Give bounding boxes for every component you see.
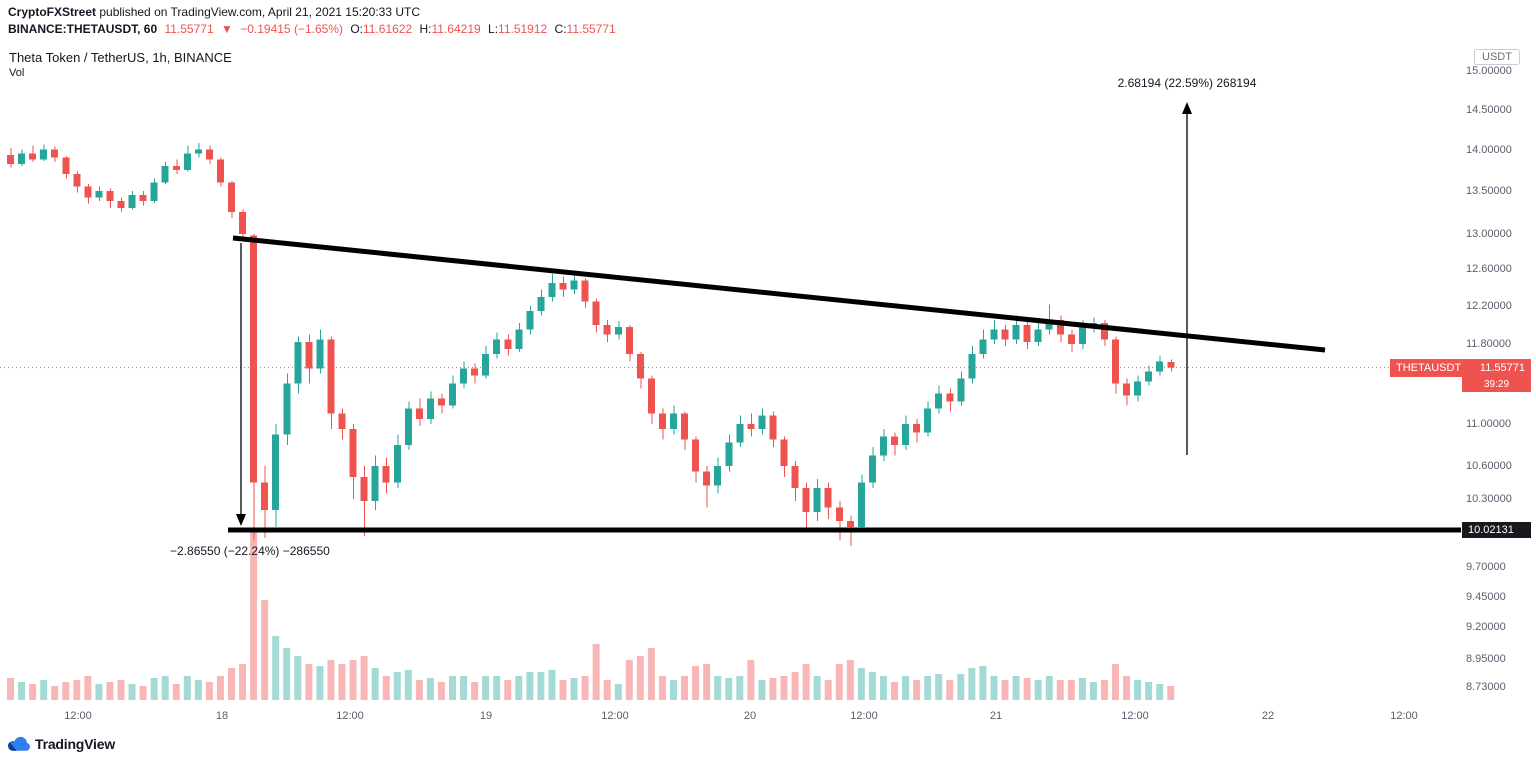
publisher-name: CryptoFXStreet	[8, 5, 97, 19]
time-tick: 21	[989, 710, 1003, 722]
symbol-interval: BINANCE:THETAUSDT, 60	[8, 22, 158, 36]
price-tick: 10.60000	[1466, 460, 1512, 473]
tradingview-wordmark: TradingView	[35, 736, 116, 752]
time-tick: 19	[479, 710, 493, 722]
attribution-text: published on TradingView.com, April 21, …	[99, 5, 421, 19]
attribution-bar: CryptoFXStreet published on TradingView.…	[8, 5, 420, 19]
volume-indicator-label[interactable]: Vol	[9, 67, 25, 79]
price-tick: 15.00000	[1466, 65, 1512, 77]
up-measure-label: 2.68194 (22.59%) 268194	[1117, 76, 1257, 90]
price-tick: 14.00000	[1466, 143, 1512, 156]
down-measure-label: −2.86550 (−22.24%) −286550	[170, 544, 330, 558]
price-change: −0.19415 (−1.65%)	[240, 22, 343, 36]
time-tick: 12:00	[1121, 710, 1149, 722]
time-tick: 20	[743, 710, 757, 722]
price-tick: 8.95000	[1466, 652, 1506, 665]
time-tick: 12:00	[1390, 710, 1418, 722]
open-value: 11.61622	[362, 22, 413, 36]
price-tick: 10.30000	[1466, 492, 1512, 505]
measure-down-arrowhead	[236, 514, 246, 526]
symbol-info-bar: BINANCE:THETAUSDT, 60 11.55771 ▼ −0.1941…	[8, 22, 620, 36]
price-tick: 9.45000	[1466, 590, 1506, 603]
price-tick: 14.50000	[1466, 103, 1512, 116]
bar-countdown: 39:29	[1462, 376, 1531, 392]
open-label: O:	[350, 22, 363, 36]
price-tick: 11.80000	[1466, 338, 1512, 351]
tradingview-cloud-icon	[8, 736, 30, 751]
close-label: C:	[554, 22, 567, 36]
last-price-tag: THETAUSDT 11.55771	[1390, 358, 1531, 377]
high-label: H:	[419, 22, 432, 36]
time-tick: 22	[1261, 710, 1275, 722]
price-tick: 11.00000	[1466, 417, 1512, 430]
descending-trendline[interactable]	[232, 235, 1326, 353]
price-tick: 8.73000	[1466, 680, 1506, 693]
price-tick: 9.70000	[1466, 561, 1506, 574]
price-tick: 9.20000	[1466, 621, 1506, 634]
low-label: L:	[488, 22, 499, 36]
support-price-tag: 10.02131	[1462, 522, 1531, 538]
price-tag-symbol: THETAUSDT	[1396, 361, 1462, 374]
tradingview-logo[interactable]: TradingView	[7, 736, 115, 752]
price-tick: 12.20000	[1466, 300, 1512, 313]
price-tick: 12.60000	[1466, 263, 1512, 276]
price-tick: 13.00000	[1466, 227, 1512, 240]
time-tick: 12:00	[64, 710, 92, 722]
last-price-value: 11.55771	[164, 22, 214, 36]
candles	[7, 143, 1175, 547]
high-value: 11.64219	[431, 22, 481, 36]
time-tick: 12:00	[850, 710, 878, 722]
price-tick: 13.50000	[1466, 184, 1512, 197]
time-tick: 18	[215, 710, 229, 722]
price-tag-value: 11.55771	[1479, 361, 1525, 374]
low-value: 11.51912	[498, 22, 548, 36]
volume-bars	[7, 532, 1175, 700]
time-tick: 12:00	[336, 710, 364, 722]
time-tick: 12:00	[601, 710, 629, 722]
measure-up-arrowhead	[1182, 102, 1192, 114]
currency-toggle[interactable]: USDT	[1474, 49, 1520, 65]
direction-down-icon: ▼	[220, 22, 233, 36]
close-value: 11.55771	[566, 22, 616, 36]
chart-legend-title[interactable]: Theta Token / TetherUS, 1h, BINANCE	[9, 50, 232, 65]
